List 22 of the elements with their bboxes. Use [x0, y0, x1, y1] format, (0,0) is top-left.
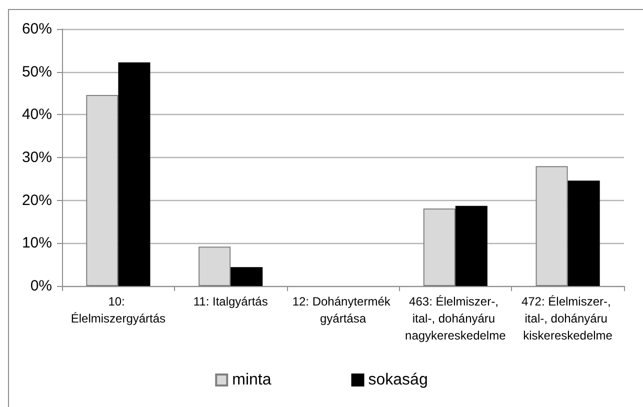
- bar: [118, 62, 150, 286]
- bar: [423, 208, 456, 286]
- y-tick-label: 30%: [22, 149, 52, 166]
- y-tick-label: 20%: [22, 192, 52, 209]
- y-tick-label: 0%: [30, 278, 52, 294]
- bar: [568, 180, 600, 286]
- x-tick-label: 463: Élelmiszer-, ital-, dohányáru nagykereskedelme: [405, 294, 506, 342]
- x-tick-label: 10: Élelmiszergyártás: [70, 294, 166, 326]
- bar: [455, 206, 488, 286]
- legend-label: sokaság: [368, 372, 428, 388]
- x-tick-label: 12: Dohánytermék gyártása: [292, 294, 394, 326]
- y-tick-label: 60%: [22, 20, 52, 38]
- bar: [536, 166, 568, 286]
- x-tick-label: 472: Élelmiszer-, ital-, dohányáru kiskereskedelme: [521, 294, 614, 342]
- bar: [86, 94, 118, 286]
- bar: [198, 246, 231, 286]
- x-tick-label: 11: Italgyártás: [193, 294, 268, 308]
- y-tick-label: 40%: [22, 106, 52, 124]
- y-tick-label: 10%: [22, 234, 52, 252]
- legend-label: minta: [232, 372, 272, 388]
- y-tick-label: 50%: [22, 63, 52, 80]
- bar: [230, 267, 263, 286]
